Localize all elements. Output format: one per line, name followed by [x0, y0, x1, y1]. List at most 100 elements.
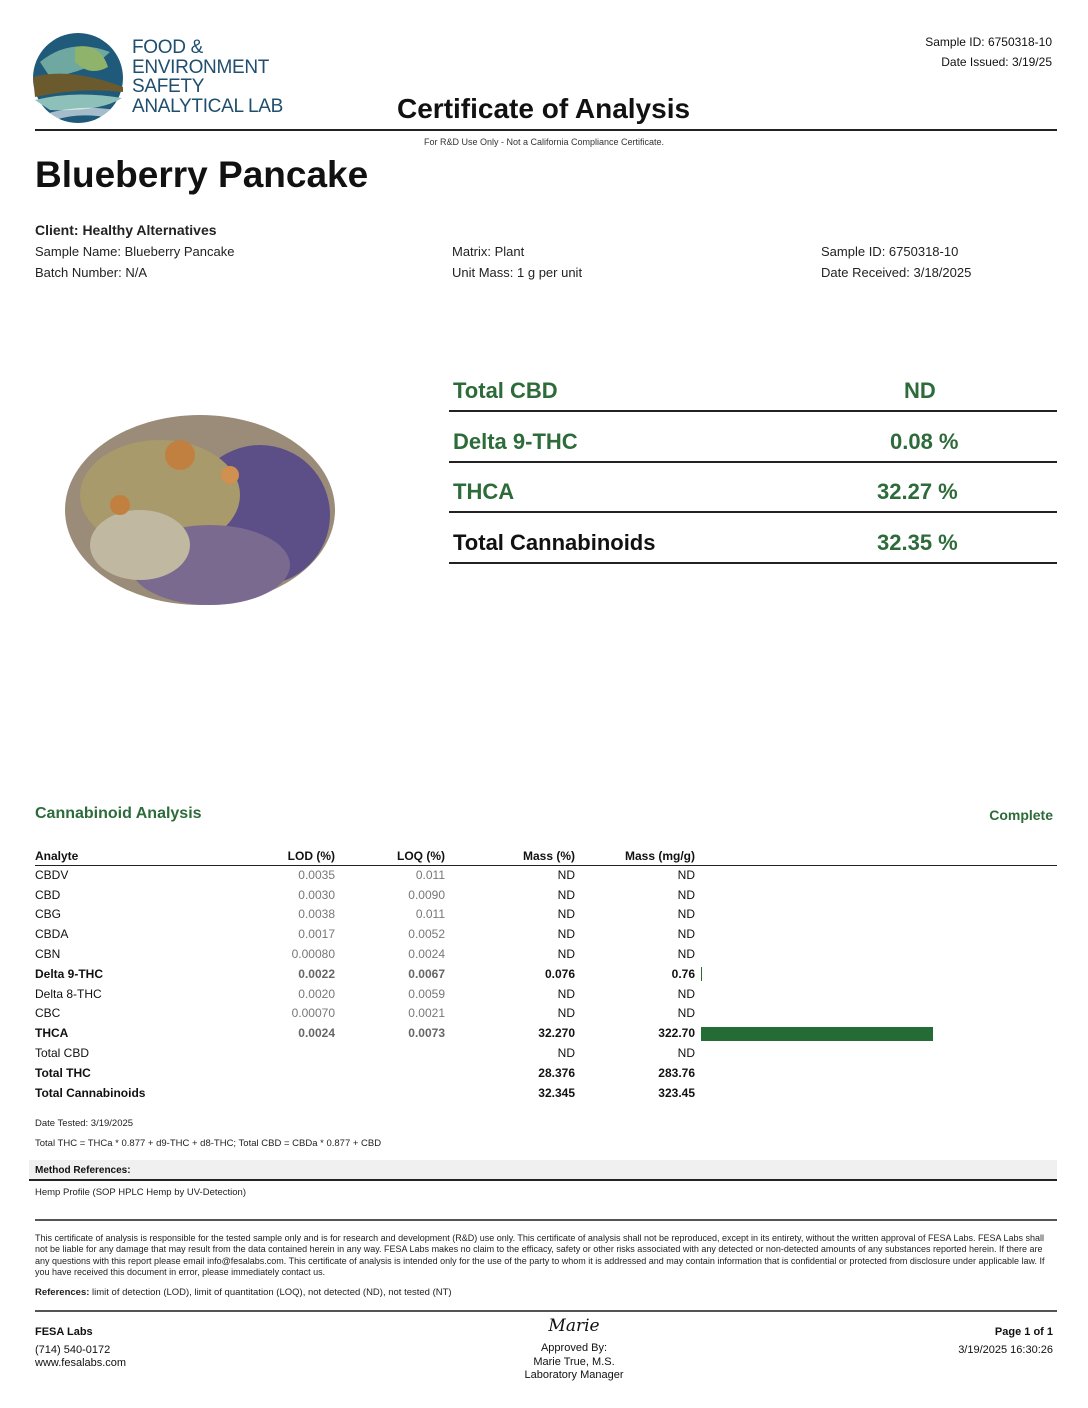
rd-disclaimer: For R&D Use Only - Not a California Comp…: [423, 137, 665, 147]
cell-analyte: CBDA: [35, 927, 69, 942]
summary-value: 0.08 %: [890, 429, 959, 454]
page-number: Page 1 of 1: [994, 1326, 1053, 1338]
cell-analyte: Total CBD: [35, 1046, 90, 1061]
table-header: Analyte LOD (%) LOQ (%) Mass (%) Mass (m…: [35, 847, 1057, 866]
cell-analyte: CBC: [35, 1006, 61, 1021]
cell-analyte: CBDV: [35, 868, 69, 883]
cell-mg: 322.70: [658, 1026, 695, 1041]
cell-pct: 28.376: [538, 1065, 575, 1080]
lab-name-line: SAFETY: [132, 76, 205, 97]
lab-name-line: ENVIRONMENT: [132, 56, 270, 78]
cell-loq: 0.0067: [408, 966, 445, 981]
cell-bar: [695, 1023, 1057, 1043]
cell-analyte: CBN: [35, 947, 61, 962]
cell-mg: 0.76: [671, 966, 695, 981]
analysis-title: Cannabinoid Analysis: [35, 805, 202, 822]
col-loq: LOQ (%): [335, 847, 445, 866]
cell-lod: 0.0038: [298, 907, 335, 922]
table-row: Total CBD ND ND: [35, 1043, 1057, 1063]
formula-note: Total THC = THCa * 0.877 + d9-THC + d8-T…: [35, 1138, 382, 1149]
summary-label: THCA: [453, 479, 515, 504]
cell-loq: 0.011: [415, 907, 445, 922]
method-references-header: Method References:: [29, 1160, 1057, 1181]
cell-loq: 0.0021: [408, 1006, 445, 1021]
cell-lod: [255, 1063, 335, 1083]
cell-lod: [255, 1043, 335, 1063]
footer-company: FESA Labs (714) 540-0172 www.fesalabs.co…: [35, 1326, 126, 1371]
page-title: Certificate of Analysis: [397, 93, 691, 124]
summary-thca: THCA 32.27 %: [449, 463, 1057, 513]
timestamp: 3/19/2025 16:30:26: [958, 1343, 1053, 1356]
table-row: CBC 0.00070 0.0021 ND ND: [35, 1004, 1057, 1024]
cell-bar: [695, 1063, 1057, 1083]
cell-mg: ND: [677, 1006, 695, 1021]
summary-value: 32.27 %: [877, 479, 958, 504]
summary-total-cannabinoids: Total Cannabinoids 32.35 %: [449, 514, 1057, 564]
lab-name: FOOD & ENVIRONMENT SAFETY ANALYTICAL LAB: [132, 38, 283, 116]
cell-lod: 0.0022: [298, 966, 335, 981]
col-analyte: Analyte: [35, 847, 255, 866]
table-row: Delta 9-THC 0.0022 0.0067 0.076 0.76: [35, 964, 1057, 984]
approved-by: Approved By:: [540, 1342, 608, 1354]
matrix: Matrix: Plant: [452, 244, 525, 259]
cell-lod: 0.00070: [291, 1006, 335, 1021]
cell-bar: [695, 924, 1057, 944]
table-row: Total THC 28.376 283.76: [35, 1063, 1057, 1083]
cell-loq: 0.0059: [408, 986, 445, 1001]
cell-mg: ND: [677, 986, 695, 1001]
cell-pct: ND: [557, 1006, 575, 1021]
summary-delta9: Delta 9-THC 0.08 %: [449, 413, 1057, 463]
divider: [35, 1310, 1057, 1312]
cell-mg: ND: [677, 927, 695, 942]
phone: (714) 540-0172: [35, 1343, 111, 1356]
website[interactable]: www.fesalabs.com: [35, 1357, 127, 1369]
approver-role: Laboratory Manager: [524, 1369, 624, 1381]
cell-bar: [695, 984, 1057, 1004]
cell-loq: [335, 1083, 445, 1103]
header-date-issued: Date Issued: 3/19/25: [941, 55, 1052, 69]
table-row: CBDV 0.0035 0.011 ND ND: [35, 865, 1057, 885]
cell-loq: 0.0073: [408, 1026, 445, 1041]
footer-page: Page 1 of 1 3/19/2025 16:30:26: [958, 1326, 1053, 1357]
col-lod: LOD (%): [255, 847, 335, 866]
table-row: CBDA 0.0017 0.0052 ND ND: [35, 924, 1057, 944]
table-row: Delta 8-THC 0.0020 0.0059 ND ND: [35, 984, 1057, 1004]
cell-pct: 0.076: [544, 966, 575, 981]
sample-name: Sample Name: Blueberry Pancake: [35, 244, 235, 259]
lab-name-line: ANALYTICAL LAB: [132, 95, 284, 117]
cell-mg: 323.45: [658, 1085, 695, 1100]
product-name: Blueberry Pancake: [35, 154, 369, 195]
footer-approval: Marie Approved By: Marie True, M.S. Labo…: [474, 1318, 674, 1383]
cell-mg: 283.76: [658, 1065, 695, 1080]
cell-bar: [695, 1083, 1057, 1103]
references-text: limit of detection (LOD), limit of quant…: [89, 1287, 452, 1298]
cell-bar: [695, 1043, 1057, 1063]
cell-loq: [335, 1043, 445, 1063]
cell-analyte: Delta 9-THC: [35, 966, 104, 981]
sample-id: Sample ID: 6750318-10: [821, 244, 959, 259]
cell-mg: ND: [677, 868, 695, 883]
summary-total-cbd: Total CBD ND: [449, 362, 1057, 412]
summary-value: ND: [904, 378, 936, 403]
cell-bar: [695, 865, 1057, 885]
cell-pct: ND: [557, 868, 575, 883]
cell-lod: 0.0020: [298, 986, 335, 1001]
cell-bar: [695, 1004, 1057, 1024]
cell-analyte: CBD: [35, 887, 61, 902]
table-row: THCA 0.0024 0.0073 32.270 322.70: [35, 1023, 1057, 1043]
table-row: CBG 0.0038 0.011 ND ND: [35, 905, 1057, 925]
cell-bar: [695, 944, 1057, 964]
cell-bar: [695, 885, 1057, 905]
cell-bar: [695, 964, 1057, 984]
cell-lod: [255, 1083, 335, 1103]
cell-lod: 0.0035: [298, 868, 335, 883]
mass-bar: [701, 967, 702, 982]
table-row: Total Cannabinoids 32.345 323.45: [35, 1083, 1057, 1103]
cell-analyte: THCA: [35, 1026, 69, 1041]
col-bar: [695, 847, 1057, 866]
cell-loq: 0.0090: [408, 887, 445, 902]
cell-loq: 0.0052: [408, 927, 445, 942]
cell-loq: [335, 1063, 445, 1083]
header-sample-id: Sample ID: 6750318-10: [925, 35, 1052, 49]
cell-loq: 0.0024: [408, 947, 445, 962]
